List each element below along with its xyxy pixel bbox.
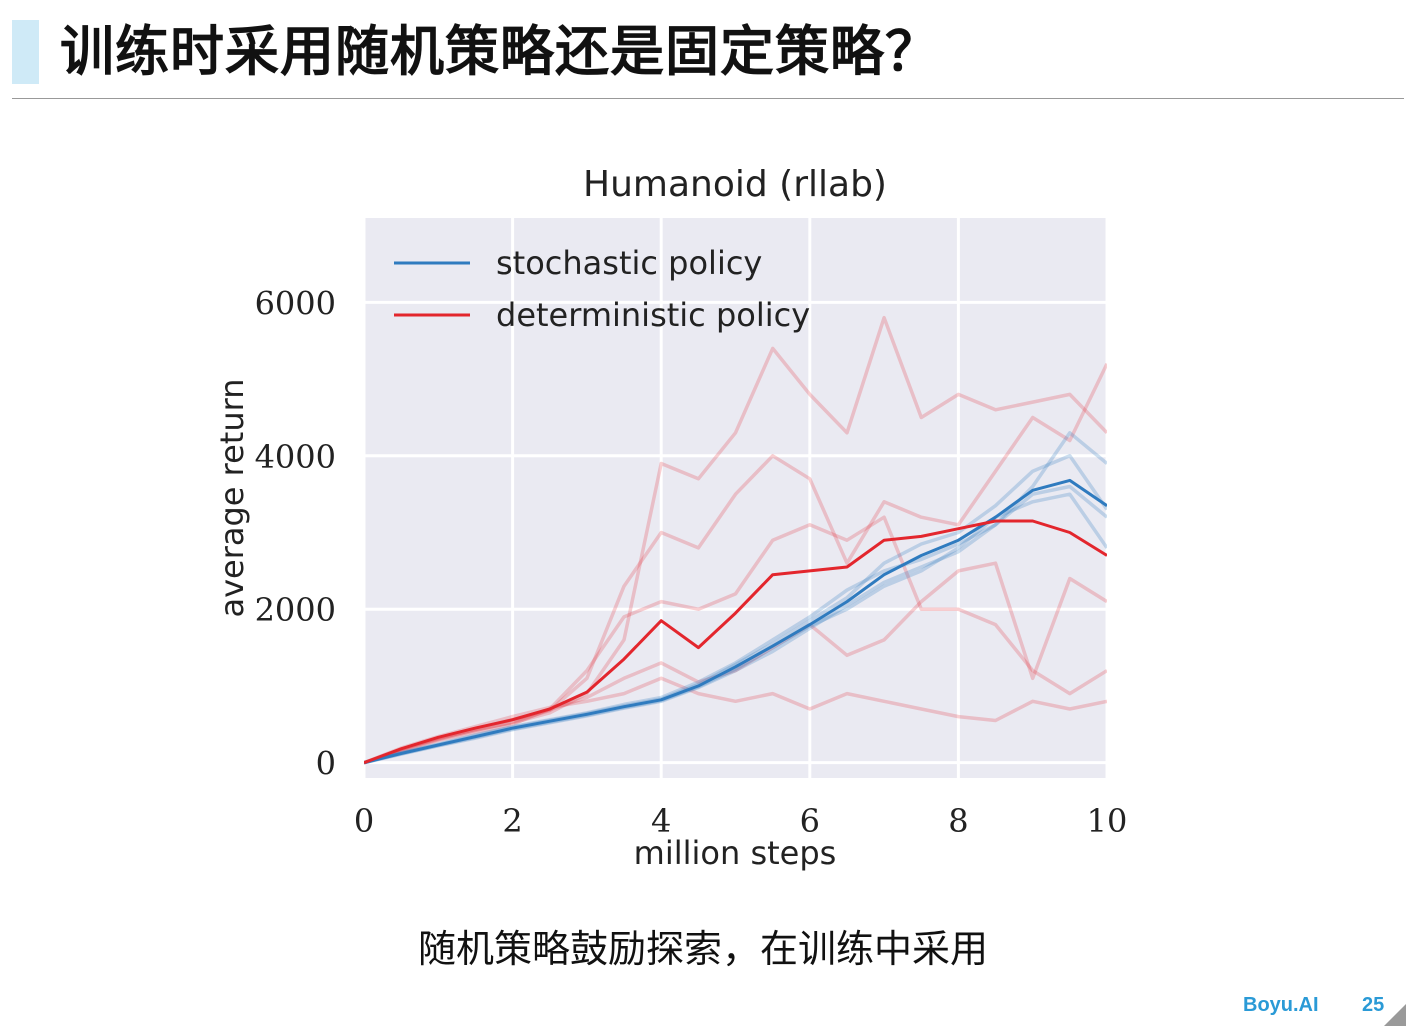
humanoid-chart: 0 2 4 6 8 10 0 2000 4000 6000 million steps average…: [213, 164, 1128, 872]
y-tick-label: 6000: [255, 284, 336, 322]
legend-label: deterministic policy: [496, 296, 810, 334]
x-axis-label: million steps: [634, 834, 837, 872]
slide-caption: 随机策略鼓励探索，在训练中采用: [417, 927, 988, 971]
deterministic-run-line: [364, 363, 1107, 765]
x-tick-label: 6: [800, 802, 820, 840]
x-tick-label: 2: [502, 802, 522, 840]
slide-title: 训练时采用随机策略还是固定策略？: [60, 20, 940, 83]
deterministic-run-line: [364, 515, 1107, 765]
title-accent-bar: [12, 20, 39, 84]
deterministic-run-line: [364, 676, 1107, 765]
deterministic-run-line: [364, 315, 1107, 765]
stochastic-run-line: [364, 431, 1107, 765]
chart-title: Humanoid (rllab): [583, 164, 887, 205]
plot-background: [364, 218, 1107, 778]
x-tick-label: 4: [651, 802, 671, 840]
x-tick-label: 0: [354, 802, 374, 840]
deterministic-mean-line: [364, 519, 1107, 765]
title-divider: [12, 98, 1404, 99]
y-axis-label: average return: [213, 378, 251, 617]
y-tick-label: 4000: [255, 438, 336, 476]
y-tick-label: 0: [316, 745, 336, 783]
page-number: 25: [1362, 994, 1385, 1016]
brand-label: Boyu.AI: [1243, 994, 1319, 1016]
y-tick-label: 2000: [255, 591, 336, 629]
legend-label: stochastic policy: [496, 244, 762, 282]
x-tick-label: 10: [1087, 802, 1128, 840]
page-corner-fold: [1384, 1004, 1406, 1026]
x-tick-label: 8: [948, 802, 968, 840]
